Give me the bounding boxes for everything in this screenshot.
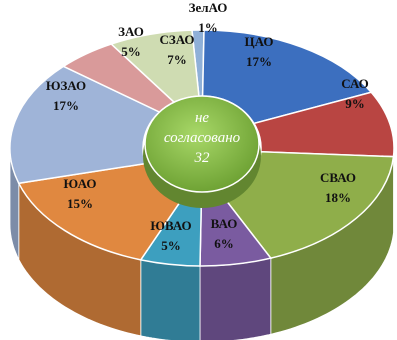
slice-pct-label: 15% (67, 196, 93, 211)
slice-name-label: ЦАО (245, 34, 274, 49)
slice-name-label: ВАО (211, 216, 238, 231)
slice-pct-label: 17% (246, 54, 272, 69)
chart-labels: ЗелАО 1% ЦАО 17% САО 9% СВАО 18% ВАО 6% ЮВАО 5% ЮАО 1… (46, 0, 369, 253)
slice-pct-label: 6% (214, 236, 234, 251)
slice-pct-label: 5% (161, 238, 181, 253)
slice-name-label: СВАО (320, 170, 356, 185)
slice-name-label: ЗелАО (189, 0, 228, 15)
slice-name-label: ЮВАО (150, 218, 191, 233)
slice-pct-label: 9% (345, 96, 365, 111)
slice-name-label: ЮАО (64, 176, 97, 191)
slice-name-label: ЮЗАО (46, 78, 86, 93)
slice-pct-label: 18% (325, 190, 351, 205)
slice-name-label: САО (341, 76, 369, 91)
slice-pct-label: 17% (53, 98, 79, 113)
slice-pct-label: 1% (198, 20, 218, 35)
center-label-line3: 32 (194, 150, 211, 166)
slice-side-ВАО (199, 257, 272, 340)
slice-ЮЗАО (9, 65, 161, 185)
center-hole (144, 95, 260, 193)
slice-pct-label: 5% (121, 44, 141, 59)
slice-pct-label: 7% (167, 52, 187, 67)
center-label-line2: согласовано (164, 130, 241, 146)
slice-side-ЮВАО (140, 259, 201, 340)
center-label-line1: не (195, 110, 209, 126)
chart-center: не согласовано 32 (143, 95, 261, 208)
slice-name-label: ЗАО (118, 24, 144, 39)
slice-name-label: СЗАО (159, 32, 194, 47)
chart-slices (9, 29, 395, 267)
